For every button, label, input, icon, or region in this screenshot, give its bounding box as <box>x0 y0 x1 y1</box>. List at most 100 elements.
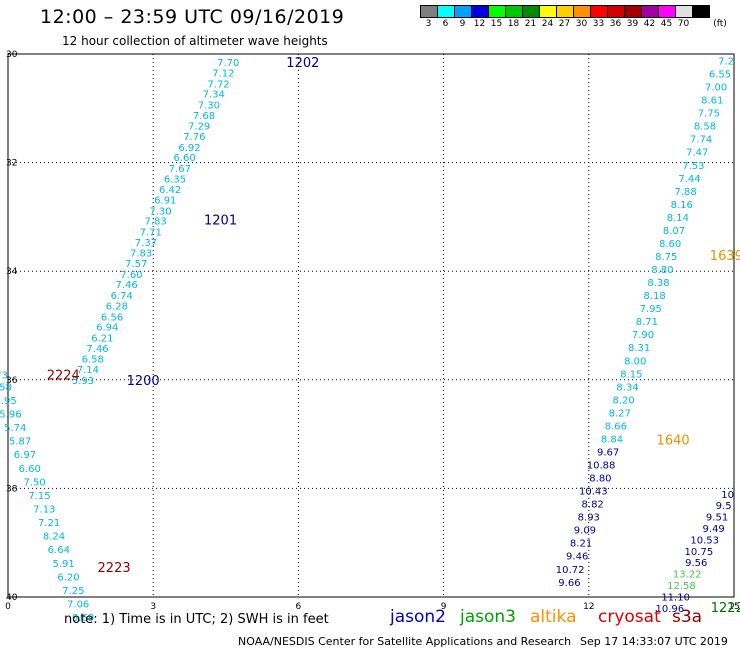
swh-value: 9.67 <box>597 447 619 458</box>
swh-value: 7.12 <box>212 68 234 79</box>
lon-label: 12 <box>583 602 594 612</box>
swh-value: 8.07 <box>663 226 685 237</box>
mission-jason2: jason2 <box>390 607 446 627</box>
swh-value: 8.34 <box>616 382 638 393</box>
swh-value: 7.25 <box>62 586 84 597</box>
lon-label: 6 <box>296 602 302 612</box>
swh-value: 6.92 <box>178 143 200 154</box>
swh-value: 8.14 <box>667 213 689 224</box>
swh-value: 8.71 <box>636 317 658 328</box>
swh-value: 6.42 <box>159 185 181 196</box>
swh-value: 7.50 <box>23 477 45 488</box>
legend-unit: (ft) <box>713 19 727 29</box>
swh-value: 8.61 <box>701 96 723 107</box>
swh-value: 7.37 <box>135 238 157 249</box>
mission-cryosat: cryosat <box>598 607 661 627</box>
swh-value: 6.58 <box>0 382 12 393</box>
swh-value: 8.20 <box>613 395 635 406</box>
swh-value: 8.75 <box>655 252 677 263</box>
lat-label: 30 <box>6 50 18 60</box>
swh-value: 8.15 <box>620 369 642 380</box>
swh-value: 7.70 <box>217 58 239 69</box>
map-title: 12:00 – 23:59 UTC 09/16/2019 <box>40 6 345 28</box>
swh-value: 7.15 <box>28 491 50 502</box>
pass-time-label: 1222 <box>711 601 740 616</box>
swh-value: 7.34 <box>203 90 225 101</box>
swh-value: 5.91 <box>53 559 75 570</box>
lat-label: 40 <box>6 593 18 603</box>
swh-value: 8.21 <box>570 539 592 550</box>
footer-note: note: 1) Time is in UTC; 2) SWH is in fe… <box>64 612 329 627</box>
swh-value: 6.20 <box>57 572 79 583</box>
lat-label: 34 <box>6 267 18 277</box>
swh-value: 9.46 <box>566 552 588 563</box>
swh-value: 7.76 <box>183 132 205 143</box>
pass-time-label: 1640 <box>657 434 690 449</box>
lat-label: 38 <box>6 484 18 494</box>
swh-value: 8.93 <box>578 513 600 524</box>
swh-value: 7.60 <box>120 270 142 281</box>
pass-time-label: 1639 <box>710 249 740 264</box>
color-legend: 3 6 9 12 15 18 21 24 27 30 33 36 39 42 45 70 (ft) <box>420 5 731 29</box>
pass-time-label: 1202 <box>286 56 319 71</box>
pass-time-label: 1201 <box>204 214 237 229</box>
swh-value: 8.80 <box>651 265 673 276</box>
swh-value: 9.5 <box>716 501 732 512</box>
swh-value: 10.88 <box>587 461 616 472</box>
swh-value: 6.94 <box>96 323 118 334</box>
swh-value: 5.93 <box>72 376 94 387</box>
legend-label: 45 <box>660 19 673 29</box>
footer-credit: NOAA/NESDIS Center for Satellite Applica… <box>238 635 572 648</box>
swh-value: 7.90 <box>632 330 654 341</box>
swh-value: 12.58 <box>667 581 696 592</box>
swh-value: 10.53 <box>690 535 719 546</box>
swh-value: 6.58 <box>82 355 104 366</box>
swh-value: 8.80 <box>589 474 611 485</box>
swh-value: 7.13 <box>33 504 55 515</box>
pass-time-label: 1200 <box>127 374 160 389</box>
swh-value: 5.74 <box>4 423 26 434</box>
swh-value: 6.56 <box>101 312 123 323</box>
swh-value: 7.30 <box>149 206 171 217</box>
swh-value: 4.95 <box>0 396 17 407</box>
swh-value: 7.83 <box>130 249 152 260</box>
swh-value: 6.60 <box>19 464 41 475</box>
swh-value: 8.58 <box>694 122 716 133</box>
swh-value: 13.22 <box>673 570 702 581</box>
legend-label: 3 <box>425 19 432 29</box>
legend-swatches <box>420 5 731 18</box>
swh-value: 8.38 <box>647 278 669 289</box>
legend-label: 27 <box>558 19 571 29</box>
swh-value: 7.53 <box>682 161 704 172</box>
legend-label: 6 <box>442 19 449 29</box>
swh-value: 6.97 <box>14 450 36 461</box>
swh-value: 9.66 <box>558 578 580 589</box>
swh-value: 7.46 <box>86 344 108 355</box>
swh-value: 7.74 <box>690 135 712 146</box>
mission-s3a: s3a <box>672 607 703 627</box>
legend-labels: 3 6 9 12 15 18 21 24 27 30 33 36 39 42 45 70 (ft) <box>420 19 731 29</box>
swh-value: 7.83 <box>144 217 166 228</box>
map-subtitle: 12 hour collection of altimeter wave hei… <box>62 34 328 48</box>
swh-value: 8.18 <box>643 291 665 302</box>
swh-value: 6.60 <box>174 153 196 164</box>
swh-value: 7.47 <box>686 148 708 159</box>
swh-value: 8.31 <box>628 343 650 354</box>
lat-label: 32 <box>6 159 17 169</box>
legend-label: 42 <box>643 19 656 29</box>
pass-time-label: 2224 <box>47 368 80 383</box>
swh-value: 7.21 <box>38 518 60 529</box>
swh-value: 11.10 <box>661 592 690 603</box>
swh-value: 7.2 <box>718 57 734 68</box>
swh-value: 8.60 <box>659 239 681 250</box>
swh-value: 7.30 <box>198 100 220 111</box>
swh-value: 7.68 <box>193 111 215 122</box>
swh-value: 7.67 <box>169 164 191 175</box>
lon-label: 0 <box>5 602 11 612</box>
swh-value: 7.00 <box>705 83 727 94</box>
legend-swatch <box>692 5 710 18</box>
swh-value: 7.88 <box>674 187 696 198</box>
swh-value: 10 <box>721 490 734 501</box>
swh-value: 9.09 <box>574 526 596 537</box>
legend-label: 39 <box>626 19 639 29</box>
